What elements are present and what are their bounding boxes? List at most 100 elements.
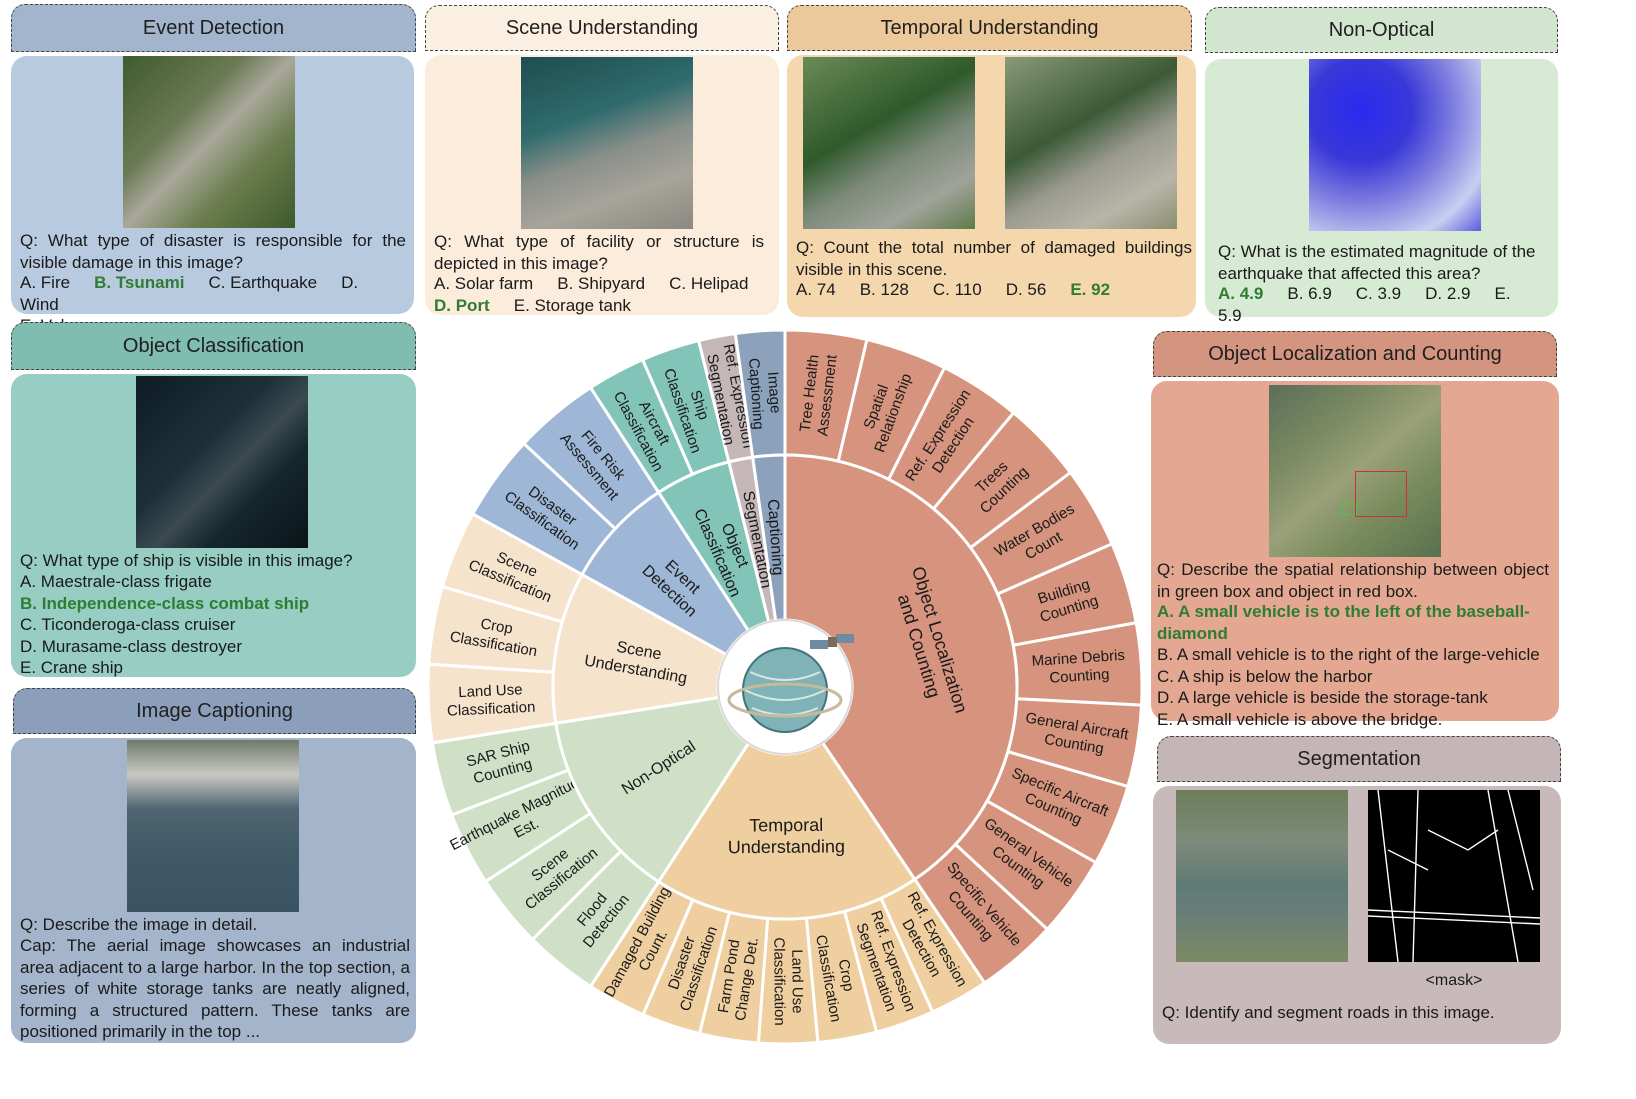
temporal-understanding-title: Temporal Understanding: [787, 5, 1192, 51]
outer-sector-label: Specific VehicleCounting: [930, 859, 1025, 962]
inner-sector: [751, 453, 787, 623]
outer-sector: [912, 842, 1050, 986]
outer-sector: [697, 910, 770, 1045]
outer-sector-label: DisasterClassification: [660, 918, 721, 1013]
non-optical-title: Non-Optical: [1205, 7, 1558, 53]
option: D. Wind: [20, 273, 359, 314]
inner-sector-label: SceneUnderstanding: [583, 634, 692, 688]
inner-ring: Object Localizationand Counting Temporal U…: [551, 453, 1019, 921]
outer-sector: [1005, 697, 1144, 789]
option: C. A ship is below the harbor: [1157, 666, 1373, 686]
inner-sector-label: EventDetection: [638, 548, 712, 621]
temporal-image-after: [1005, 57, 1177, 229]
option: E. 5.9: [1218, 284, 1511, 325]
inner-sector: [554, 695, 751, 884]
option: B. Shipyard: [557, 274, 646, 293]
option: D. 56: [1005, 280, 1047, 299]
segmentation-image: [1176, 790, 1348, 962]
option: B. 128: [859, 280, 909, 299]
inner-sector-label: Non-Optical: [619, 738, 699, 798]
outer-sector-label: Fire RiskAssessment: [556, 419, 636, 505]
temporal-question: Q: Count the total number of damaged bui…: [796, 238, 1192, 279]
scene-understanding-card: Q: What type of facility or structure is…: [425, 55, 779, 315]
object-classification-title: Object Classification: [11, 322, 416, 370]
image-captioning-question: Q: Describe the image in detail.: [20, 915, 258, 934]
event-detection-image: [123, 56, 295, 228]
scene-understanding-title: Scene Understanding: [425, 5, 779, 51]
non-optical-card: Q: What is the estimated magnitude of th…: [1205, 59, 1558, 325]
option: A. 74: [796, 280, 836, 299]
outer-sector-label: Earthquake MagnitudeEst.: [447, 770, 597, 870]
outer-sector-label: Tree HealthAssessment: [796, 351, 840, 437]
inner-sector: [656, 740, 917, 921]
option: C. Ticonderoga-class cruiser: [20, 615, 236, 634]
inner-sector: [783, 453, 1019, 882]
outer-sector-label: SceneClassification: [510, 831, 601, 914]
outer-sector-label: AircraftClassification: [610, 380, 683, 474]
scene-understanding-image: [521, 57, 693, 229]
option: E. A small vehicle is above the bridge.: [1157, 709, 1443, 729]
outer-sector: [530, 848, 661, 989]
non-optical-image: [1309, 59, 1481, 231]
outer-sector: [953, 799, 1098, 932]
outer-sector: [783, 328, 869, 464]
non-optical-options: A. 4.9 B. 6.9 C. 3.9 D. 2.9 E. 5.9: [1218, 283, 1558, 326]
inner-sector: [727, 455, 778, 624]
outer-sector: [984, 749, 1130, 865]
segmentation-card: <mask> Q: Identify and segment roads in …: [1153, 786, 1561, 1044]
outer-sector-label: Water BodiesCount: [992, 500, 1087, 575]
center-globe-icon: [717, 619, 854, 755]
option: A. Fire: [20, 273, 71, 292]
object-localization-question: Q: Describe the spatial relationship bet…: [1157, 560, 1549, 601]
outer-sector: [640, 338, 731, 477]
red-box: [1355, 471, 1407, 517]
option: D. A large vehicle is beside the storage…: [1157, 688, 1488, 707]
outer-sector-label: Ref. ExpressionSegmentation: [702, 342, 757, 453]
outer-sector-label: Specific AircraftCounting: [1002, 765, 1112, 838]
non-optical-question: Q: What is the estimated magnitude of th…: [1218, 242, 1536, 283]
outer-sector: [931, 410, 1073, 550]
outer-sector-label: Ref. ExpressionDetection: [902, 386, 989, 494]
object-classification-options: A. Maestrale-class frigate B. Independen…: [20, 571, 410, 679]
option: C. 3.9: [1355, 284, 1402, 303]
inner-sector-label: ObjectClassification: [690, 499, 761, 600]
temporal-understanding-card: Q: Count the total number of damaged bui…: [787, 55, 1196, 317]
inner-sector-label: Segmentation: [739, 490, 775, 590]
inner-sector: [580, 490, 751, 657]
option: B. A small vehicle is to the right of th…: [1157, 645, 1540, 664]
option: E. Crane ship: [20, 658, 123, 677]
segmentation-question: Q: Identify and segment roads in this im…: [1162, 1003, 1495, 1022]
outer-sector-label: Land UseClassification: [446, 681, 536, 720]
outer-sector-label: Damaged BuildingCount.: [601, 884, 690, 1009]
outer-sector: [968, 470, 1115, 596]
outer-sector-label: SpatialRelationship: [854, 365, 915, 455]
option: C. 110: [932, 280, 982, 299]
outer-sector-label: Farm PondChange Det.: [714, 933, 762, 1022]
image-captioning-title: Image Captioning: [13, 688, 416, 734]
outer-sector: [483, 811, 624, 942]
scene-understanding-options: A. Solar farm B. Shipyard C. Helipad D. Po…: [434, 273, 774, 316]
outer-sector: [588, 357, 695, 495]
outer-sector: [449, 768, 593, 884]
outer-sector-label: General VehicleCounting: [970, 815, 1076, 906]
object-classification-question: Q: What type of ship is visible in this …: [20, 551, 353, 570]
outer-sector: [995, 541, 1138, 648]
outer-sector: [470, 441, 618, 577]
image-captioning-image: [127, 740, 299, 912]
object-localization-title: Object Localization and Counting: [1153, 331, 1557, 377]
event-detection-card: Q: What type of disaster is responsible …: [11, 56, 414, 335]
option: C. Earthquake: [208, 273, 318, 292]
outer-sector-label: ShipClassification: [660, 360, 722, 455]
outer-sector: [426, 662, 558, 745]
option-correct: B. Tsunami: [94, 273, 185, 292]
outer-sector: [641, 897, 732, 1036]
outer-sector-label: Marine DebrisCounting: [1031, 647, 1126, 688]
outer-sector: [733, 328, 787, 459]
outer-sector: [440, 511, 585, 624]
inner-sector-label: Captioning: [764, 499, 786, 577]
outer-sector-label: CropClassification: [812, 930, 862, 1023]
outer-sector-label: SceneClassification: [466, 540, 561, 606]
temporal-image-before: [803, 57, 975, 229]
option-correct: A. 4.9: [1218, 284, 1264, 303]
option-correct: B. Independence-class combat ship: [20, 593, 310, 613]
